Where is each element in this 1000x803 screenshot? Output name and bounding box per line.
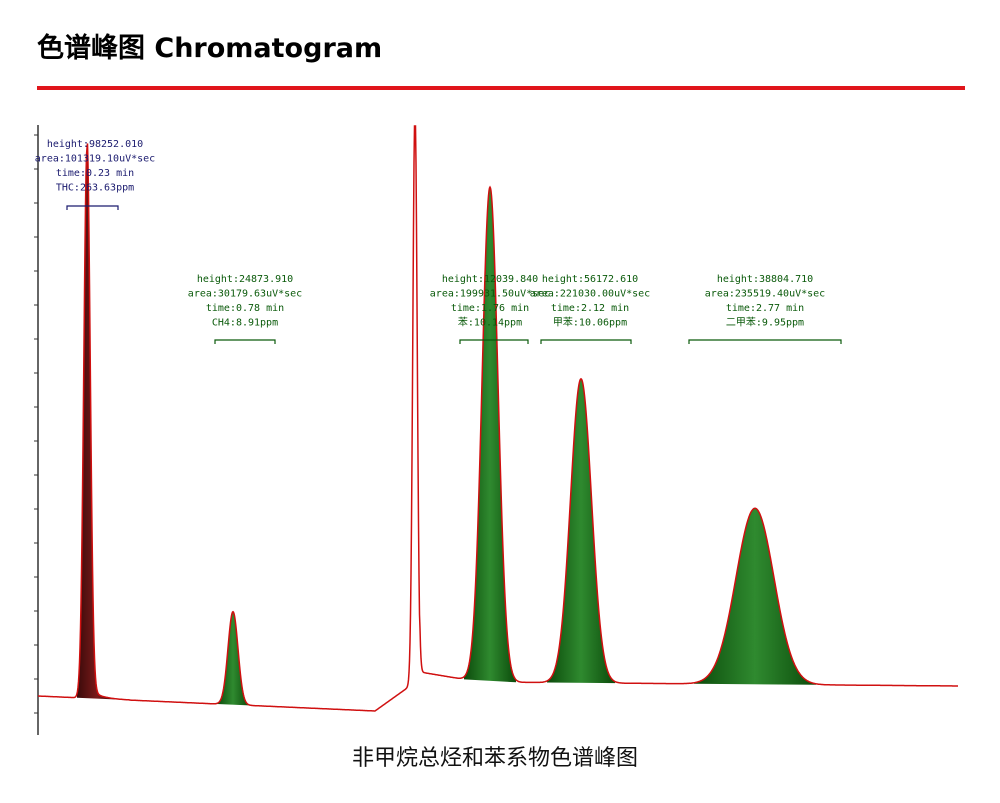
annotation-line: 苯:10.14ppm [458, 316, 522, 329]
chromatogram [34, 125, 958, 714]
annotation-line: time:2.77 min [726, 303, 804, 314]
peak-fill [77, 143, 117, 700]
annotation-line: area:101319.10uV*sec [35, 154, 155, 165]
annotation-bracket [459, 339, 529, 344]
peak-fill [547, 378, 615, 684]
annotations: height:98252.010 area:101319.10uV*sec time… [35, 139, 842, 344]
annotation-line: area:235519.40uV*sec [705, 289, 825, 300]
annotation-line: time:2.12 min [551, 303, 629, 314]
annotation-line: area:30179.63uV*sec [188, 289, 302, 300]
annotation-line: height:12039.840 [442, 274, 538, 285]
annotation-bracket [688, 339, 842, 344]
caption: 非甲烷总烃和苯系物色谱峰图 [352, 746, 638, 771]
annotation-line: area:199931.50uV*sec [430, 289, 550, 300]
title-rule [37, 86, 965, 90]
peak-fill [217, 611, 249, 706]
annotation-line: height:38804.710 [717, 274, 813, 285]
peak-fill [464, 187, 516, 683]
annotation-line: height:56172.610 [542, 274, 638, 285]
annotation-line: height:24873.910 [197, 274, 293, 285]
annotation-bracket [214, 339, 276, 344]
annotation-line: area:221030.00uV*sec [530, 289, 650, 300]
annotation-line: THC:263.63ppm [56, 183, 134, 194]
annotation-line: time:1.76 min [451, 303, 529, 314]
annotation-line: 二甲苯:9.95ppm [726, 316, 804, 329]
annotation-bracket [66, 205, 119, 210]
annotation-line: height:98252.010 [47, 139, 143, 150]
annotation-line: 甲苯:10.06ppm [553, 316, 627, 329]
annotation-bracket [540, 339, 632, 344]
peak-fill [694, 508, 816, 685]
trace [38, 125, 958, 712]
annotation-line: time:0.23 min [56, 168, 134, 179]
annotation-line: CH4:8.91ppm [212, 318, 278, 329]
page-title: 色谱峰图 Chromatogram [37, 32, 382, 64]
annotation-line: time:0.78 min [206, 303, 284, 314]
